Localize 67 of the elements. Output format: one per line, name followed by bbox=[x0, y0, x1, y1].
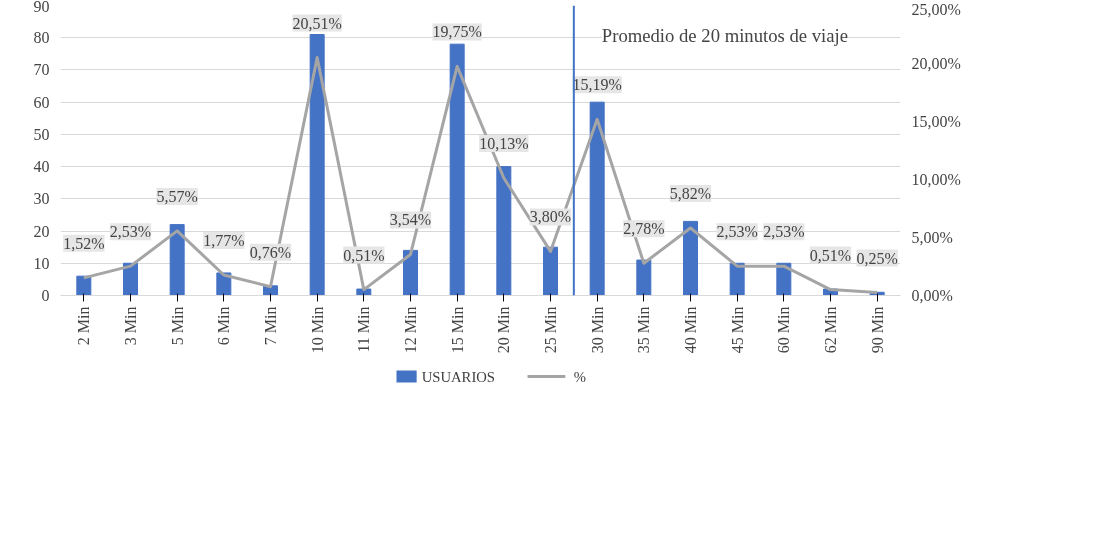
bar bbox=[589, 101, 605, 296]
data-label: 19,75% bbox=[432, 23, 482, 41]
legend-label: USUARIOS bbox=[421, 368, 495, 385]
x-tick-label: 11 Min bbox=[355, 306, 373, 353]
x-tick-label: 6 Min bbox=[215, 306, 233, 346]
x-tick-label: 20 Min bbox=[495, 306, 513, 354]
x-tick-label: 10 Min bbox=[308, 306, 326, 354]
y-tick-label: 20 bbox=[33, 222, 50, 240]
x-tick-label: 3 Min bbox=[122, 306, 139, 346]
bar bbox=[449, 43, 465, 296]
data-label: 20,51% bbox=[292, 14, 342, 32]
y2-tick-label: 20,00% bbox=[911, 55, 961, 72]
data-label: 1,52% bbox=[63, 234, 105, 252]
bar bbox=[123, 262, 138, 296]
y2-tick-label: 0,00% bbox=[911, 287, 953, 304]
y-tick-label: 70 bbox=[33, 61, 50, 79]
bar bbox=[543, 246, 558, 296]
data-label: 1,77% bbox=[203, 231, 245, 249]
y-tick-label: 0 bbox=[41, 287, 50, 304]
bar bbox=[216, 272, 232, 296]
data-label: 0,76% bbox=[249, 243, 292, 261]
data-label: 10,13% bbox=[479, 134, 529, 152]
x-tick-label: 5 Min bbox=[168, 306, 186, 346]
x-tick-label: 25 Min bbox=[542, 306, 559, 354]
x-tick-label: 90 Min bbox=[868, 306, 886, 354]
x-tick-label: 45 Min bbox=[728, 306, 746, 354]
data-label: 5,82% bbox=[669, 184, 712, 202]
y-tick-label: 50 bbox=[33, 125, 50, 143]
bar bbox=[169, 224, 185, 296]
x-tick-label: 60 Min bbox=[775, 306, 793, 354]
y2-tick-label: 5,00% bbox=[911, 229, 953, 246]
y2-tick-label: 10,00% bbox=[911, 171, 961, 188]
x-tick-label: 2 Min bbox=[75, 306, 93, 346]
bar bbox=[403, 249, 418, 296]
data-label: 2,78% bbox=[623, 220, 665, 238]
x-tick-label: 15 Min bbox=[448, 306, 466, 354]
data-label: 3,80% bbox=[529, 208, 572, 226]
bar bbox=[729, 262, 745, 296]
bar bbox=[683, 220, 698, 296]
data-label: 0,25% bbox=[856, 249, 898, 267]
data-label: 2,53% bbox=[763, 223, 805, 241]
x-tick-label: 62 Min bbox=[822, 306, 839, 354]
y-tick-label: 10 bbox=[33, 254, 50, 272]
data-label: 0,51% bbox=[809, 246, 852, 264]
x-tick-label: 12 Min bbox=[402, 306, 419, 354]
bar bbox=[76, 275, 92, 296]
data-label: 3,54% bbox=[389, 211, 432, 229]
bar bbox=[309, 34, 325, 296]
bar bbox=[496, 166, 512, 296]
y-tick-label: 60 bbox=[33, 93, 50, 111]
bar bbox=[636, 259, 652, 296]
y2-tick-label: 15,00% bbox=[911, 113, 961, 130]
y2-tick-label: 25,00% bbox=[911, 0, 961, 18]
data-label: 0,51% bbox=[343, 246, 385, 264]
x-tick-label: 35 Min bbox=[635, 306, 653, 354]
y-tick-label: 40 bbox=[33, 158, 50, 176]
data-label: 2,53% bbox=[716, 223, 758, 241]
data-label: 2,53% bbox=[109, 223, 152, 241]
x-tick-label: 7 Min bbox=[262, 306, 279, 346]
ref-line-label: Promedio de 20 minutos de viaje bbox=[601, 25, 848, 47]
y-tick-label: 90 bbox=[33, 0, 50, 15]
legend-label: % bbox=[573, 368, 586, 385]
y-tick-label: 80 bbox=[33, 29, 50, 47]
x-tick-label: 40 Min bbox=[682, 306, 699, 354]
y-tick-label: 30 bbox=[33, 190, 50, 208]
x-tick-label: 30 Min bbox=[588, 306, 606, 354]
data-label: 5,57% bbox=[156, 187, 198, 205]
